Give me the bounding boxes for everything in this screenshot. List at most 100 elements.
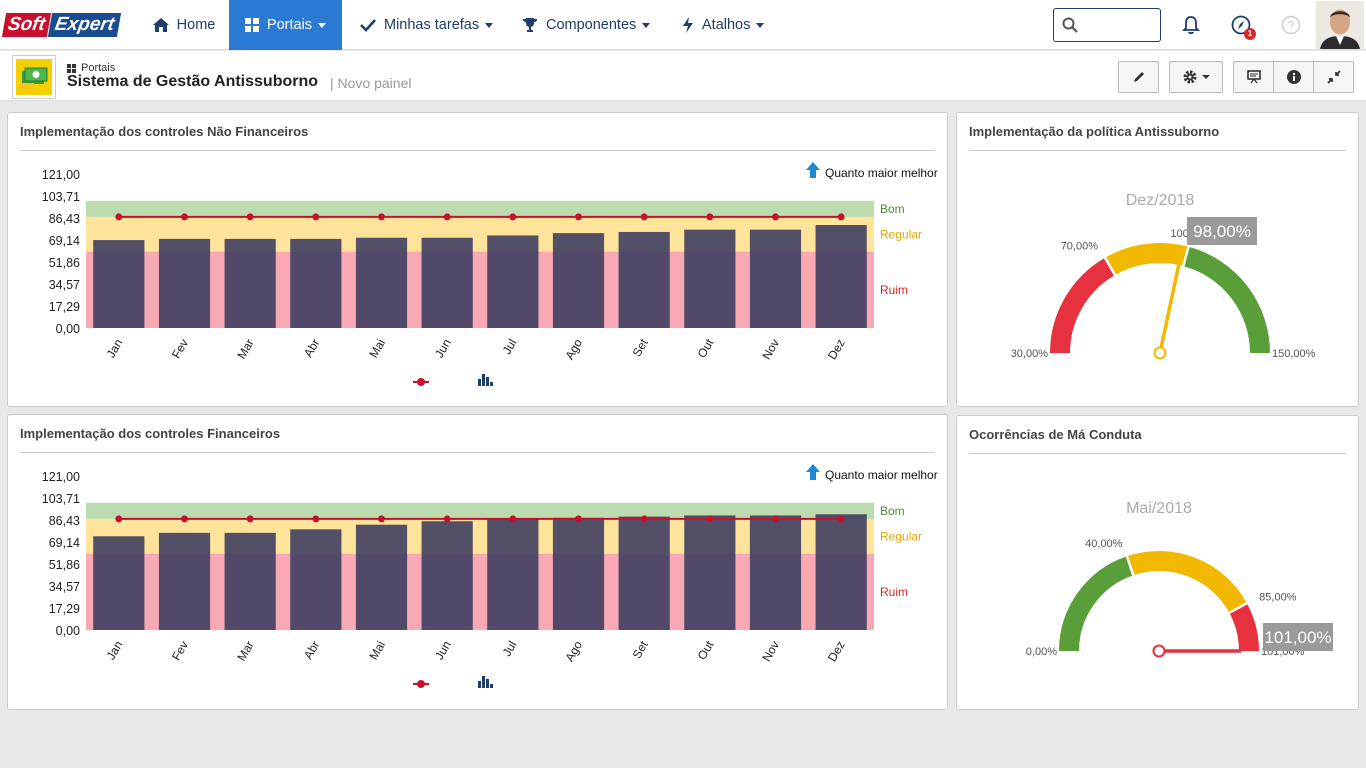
meta-point — [706, 515, 714, 523]
info-button[interactable] — [1273, 61, 1314, 93]
meta-point — [772, 515, 779, 523]
arrow-up-icon — [806, 464, 820, 480]
band-ruim — [86, 553, 874, 630]
gauge-needle-hub — [1153, 346, 1167, 360]
hint-label: Quanto maior melhor — [825, 468, 938, 482]
y-tick-label: 69,14 — [49, 234, 80, 248]
bar-nov — [749, 229, 802, 328]
breadcrumb[interactable]: Portais — [67, 62, 115, 74]
y-tick-label: 86,43 — [49, 514, 80, 528]
meta-point — [575, 515, 582, 523]
nav-atalhos[interactable]: Atalhos — [682, 0, 765, 50]
legend — [413, 676, 493, 688]
y-tick-label: 103,71 — [42, 492, 80, 506]
search-input[interactable] — [1084, 13, 1156, 37]
y-tick-label: 121,00 — [42, 470, 80, 484]
bar-abr — [290, 529, 342, 630]
chevron-down-icon — [642, 22, 651, 28]
legend-meta-dot — [417, 680, 425, 688]
presentation-button[interactable] — [1233, 61, 1274, 93]
info-icon — [1286, 70, 1301, 84]
search-icon — [1062, 17, 1078, 33]
bar-mai — [355, 524, 408, 630]
legend-real-bar — [482, 676, 485, 688]
edit-button[interactable] — [1118, 61, 1159, 93]
legend-real-bar — [490, 382, 493, 386]
x-tick-label: Jan — [104, 639, 126, 663]
collapse-button[interactable] — [1313, 61, 1354, 93]
x-tick-label: Jul — [500, 639, 520, 659]
bar-dez — [815, 514, 867, 630]
band-label: Bom — [880, 202, 905, 216]
meta-point — [246, 515, 254, 523]
legend — [413, 374, 493, 386]
x-tick-label: Out — [695, 638, 717, 662]
presentation-icon — [1246, 70, 1261, 84]
chevron-down-icon — [318, 22, 327, 28]
nav-portais[interactable]: Portais — [229, 0, 342, 50]
meta-point — [837, 213, 845, 221]
softexpert-logo[interactable]: Soft Expert — [1, 11, 122, 39]
settings-dropdown[interactable] — [1169, 61, 1223, 93]
help-button[interactable]: ? — [1279, 13, 1303, 37]
gauge-value-label: 98,00% — [1193, 222, 1251, 241]
band-ruim — [86, 251, 874, 328]
y-tick-label: 0,00 — [56, 322, 80, 336]
nav-home[interactable]: Home — [140, 0, 228, 50]
meta-point — [115, 213, 123, 221]
meta-point — [378, 515, 385, 523]
gauge-segment-warn — [1126, 551, 1247, 614]
y-tick-label: 0,00 — [56, 624, 80, 638]
x-tick-label: Dez — [825, 337, 848, 362]
compass-button[interactable] — [1229, 13, 1253, 37]
meta-point — [640, 515, 648, 523]
user-avatar[interactable] — [1316, 1, 1364, 49]
gauge-period: Mai/2018 — [1126, 500, 1192, 517]
bell-icon — [1182, 16, 1200, 35]
x-tick-label: Mai — [366, 639, 388, 663]
gauge-needle-hub — [1152, 644, 1166, 658]
nav-minhas-tarefas[interactable]: Minhas tarefas — [360, 0, 494, 50]
page-title: Sistema de Gestão Antissuborno — [67, 73, 319, 90]
page-header: Portais Sistema de Gestão Antissuborno |… — [0, 51, 1366, 101]
bar-set — [618, 231, 670, 328]
legend-real-bar — [486, 679, 489, 688]
search-box[interactable] — [1053, 8, 1161, 42]
notification-badge: 1 — [1244, 28, 1256, 40]
gauge-value-box — [1187, 217, 1257, 245]
x-tick-label: Mar — [234, 337, 256, 362]
bar-ago — [552, 233, 605, 328]
x-tick-label: Out — [695, 336, 717, 360]
bar-out — [684, 515, 736, 630]
bar-dez — [815, 225, 867, 328]
gauge-segment-good — [1059, 556, 1134, 652]
x-tick-label: Nov — [759, 337, 782, 362]
x-tick-label: Ago — [562, 336, 585, 362]
x-tick-label: Fev — [169, 639, 191, 663]
bar-abr — [290, 238, 342, 328]
meta-point — [575, 213, 582, 221]
gauge-period: Dez/2018 — [1126, 192, 1195, 209]
legend-meta-dot — [417, 378, 425, 386]
bar-nov — [749, 515, 802, 630]
hint-quanto-maior-melhor: Quanto maior melhor — [806, 162, 938, 180]
band-label: Bom — [880, 504, 905, 518]
check-icon — [360, 19, 376, 32]
notifications-button[interactable] — [1179, 13, 1203, 37]
y-tick-label: 69,14 — [49, 536, 80, 550]
grid-icon — [244, 18, 259, 32]
svg-text:?: ? — [1288, 19, 1295, 33]
band-regular — [86, 518, 874, 554]
meta-point — [312, 515, 320, 523]
x-tick-label: Jan — [104, 337, 126, 361]
x-tick-label: Set — [630, 336, 651, 359]
x-tick-label: Fev — [169, 337, 191, 361]
x-tick-label: Set — [630, 638, 651, 661]
meta-point — [509, 213, 517, 221]
band-label: Ruim — [880, 585, 908, 599]
meta-point — [443, 515, 451, 523]
gauge-divider — [1227, 601, 1249, 615]
x-tick-label: Mai — [366, 337, 388, 361]
nav-componentes[interactable]: Componentes — [522, 0, 651, 50]
